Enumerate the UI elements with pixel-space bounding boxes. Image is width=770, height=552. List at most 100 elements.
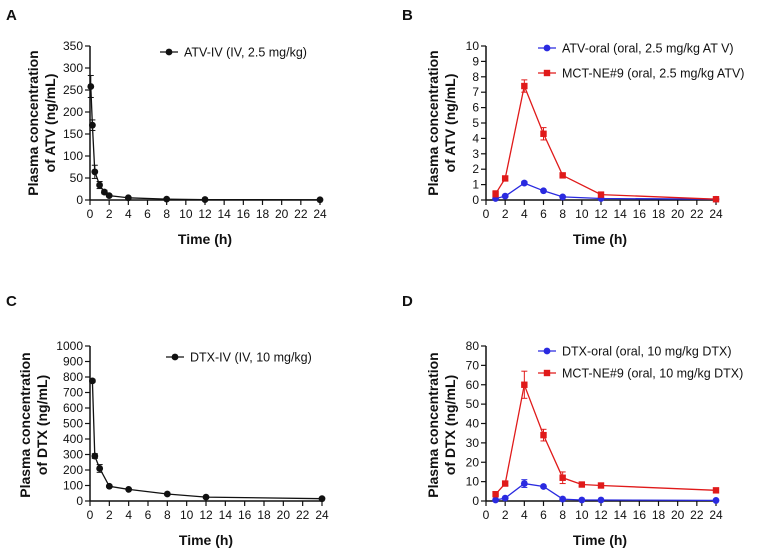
x-tick-label: 12 bbox=[594, 207, 608, 221]
y-tick-label: 5 bbox=[472, 116, 479, 130]
y-tick-label: 600 bbox=[63, 401, 83, 415]
legend-label: MCT-NE#9 (oral, 2.5 mg/kg ATV) bbox=[562, 67, 744, 81]
x-tick-label: 6 bbox=[540, 508, 547, 522]
x-tick-label: 6 bbox=[540, 207, 547, 221]
y-tick-label: 0 bbox=[76, 193, 83, 207]
y-axis-label-line2: of ATV (ng/mL) bbox=[442, 74, 458, 173]
x-tick-label: 10 bbox=[575, 207, 589, 221]
data-point bbox=[578, 481, 586, 488]
series-line bbox=[495, 83, 717, 200]
y-tick-label: 7 bbox=[472, 85, 479, 99]
x-tick-label: 20 bbox=[671, 508, 685, 522]
legend-label: DTX-oral (oral, 10 mg/kg DTX) bbox=[562, 345, 731, 359]
y-tick-label: 9 bbox=[472, 54, 479, 68]
x-tick-label: 4 bbox=[521, 508, 528, 522]
legend-marker bbox=[543, 369, 551, 377]
data-point bbox=[492, 496, 499, 504]
y-tick-label: 3 bbox=[472, 147, 479, 161]
data-point bbox=[87, 83, 95, 90]
x-tick-label: 16 bbox=[237, 207, 251, 221]
y-axis-label-line1: Plasma concentration bbox=[425, 352, 441, 498]
data-point bbox=[501, 480, 509, 487]
x-tick-label: 18 bbox=[652, 207, 666, 221]
series-layer bbox=[89, 377, 326, 503]
legend-entry: DTX-oral (oral, 10 mg/kg DTX) bbox=[538, 345, 731, 359]
y-tick-label: 4 bbox=[472, 131, 479, 145]
y-tick-label: 40 bbox=[466, 417, 480, 431]
y-tick-label: 10 bbox=[466, 475, 480, 489]
x-tick-label: 14 bbox=[613, 508, 627, 522]
x-tick-label: 24 bbox=[315, 508, 329, 522]
legend-label: DTX-IV (IV, 10 mg/kg) bbox=[190, 351, 312, 365]
data-point bbox=[540, 130, 547, 137]
data-point bbox=[105, 482, 113, 490]
legend-entry: ATV-oral (oral, 2.5 mg/kg AT V) bbox=[538, 42, 734, 56]
x-tick-label: 12 bbox=[198, 207, 212, 221]
x-tick-label: 20 bbox=[277, 508, 291, 522]
x-tick-label: 8 bbox=[559, 207, 566, 221]
data-point bbox=[91, 452, 99, 460]
x-tick-label: 6 bbox=[144, 207, 151, 221]
data-point bbox=[597, 482, 605, 489]
y-tick-label: 350 bbox=[63, 39, 83, 53]
panel-letter: C bbox=[6, 293, 17, 310]
y-tick-label: 70 bbox=[466, 358, 480, 372]
y-tick-label: 400 bbox=[63, 432, 83, 446]
y-tick-label: 900 bbox=[63, 355, 83, 369]
y-tick-label: 250 bbox=[63, 83, 83, 97]
data-point bbox=[559, 474, 566, 481]
x-tick-label: 18 bbox=[256, 207, 270, 221]
y-tick-label: 500 bbox=[63, 417, 83, 431]
data-point bbox=[91, 168, 99, 176]
x-tick-label: 0 bbox=[483, 508, 490, 522]
x-tick-label: 0 bbox=[483, 207, 490, 221]
series-1 bbox=[492, 179, 720, 203]
y-axis-label-line1: Plasma concentration bbox=[17, 352, 33, 498]
panel-letter: B bbox=[402, 7, 413, 24]
y-axis-label-line2: of DTX (ng/mL) bbox=[442, 375, 458, 475]
series-1 bbox=[492, 479, 720, 504]
data-point bbox=[559, 172, 566, 179]
series-layer bbox=[87, 74, 324, 204]
data-point bbox=[124, 194, 132, 202]
y-tick-label: 6 bbox=[472, 101, 479, 115]
x-tick-label: 18 bbox=[652, 508, 666, 522]
y-tick-label: 200 bbox=[63, 463, 83, 477]
y-tick-label: 300 bbox=[63, 448, 83, 462]
data-point bbox=[540, 187, 547, 195]
y-tick-label: 1000 bbox=[56, 339, 83, 353]
x-tick-label: 4 bbox=[125, 207, 132, 221]
data-point bbox=[96, 181, 103, 189]
x-tick-label: 24 bbox=[313, 207, 327, 221]
series-line bbox=[495, 182, 717, 200]
data-point bbox=[712, 196, 720, 203]
y-tick-label: 30 bbox=[466, 436, 480, 450]
x-tick-label: 14 bbox=[219, 508, 233, 522]
legend-entry: MCT-NE#9 (oral, 10 mg/kg DTX) bbox=[538, 367, 743, 381]
data-point bbox=[501, 175, 509, 182]
x-axis-label: Time (h) bbox=[573, 532, 627, 548]
x-tick-label: 6 bbox=[145, 508, 152, 522]
legend-marker bbox=[543, 347, 551, 355]
legend-label: ATV-oral (oral, 2.5 mg/kg AT V) bbox=[562, 42, 734, 56]
legend-marker bbox=[171, 353, 179, 361]
legend-label: MCT-NE#9 (oral, 10 mg/kg DTX) bbox=[562, 367, 743, 381]
y-tick-label: 20 bbox=[466, 455, 480, 469]
series-layer bbox=[492, 370, 720, 504]
y-tick-label: 0 bbox=[76, 494, 83, 508]
x-axis-label: Time (h) bbox=[573, 231, 627, 247]
series-layer bbox=[492, 79, 720, 203]
x-tick-label: 12 bbox=[199, 508, 213, 522]
x-tick-label: 24 bbox=[709, 508, 723, 522]
y-tick-label: 60 bbox=[466, 378, 480, 392]
legend-entry: MCT-NE#9 (oral, 2.5 mg/kg ATV) bbox=[538, 67, 744, 81]
y-tick-label: 10 bbox=[466, 39, 480, 53]
x-tick-label: 2 bbox=[106, 508, 113, 522]
legend: DTX-IV (IV, 10 mg/kg) bbox=[166, 351, 312, 365]
y-tick-label: 0 bbox=[472, 494, 479, 508]
x-tick-label: 8 bbox=[163, 207, 170, 221]
data-point bbox=[597, 191, 605, 198]
